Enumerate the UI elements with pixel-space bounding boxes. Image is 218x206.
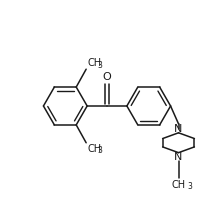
Text: N: N bbox=[174, 152, 183, 162]
Text: N: N bbox=[174, 124, 183, 134]
Text: CH: CH bbox=[87, 144, 101, 154]
Text: CH: CH bbox=[87, 58, 101, 68]
Text: 3: 3 bbox=[97, 61, 102, 70]
Text: 3: 3 bbox=[97, 146, 102, 155]
Text: CH: CH bbox=[172, 180, 186, 191]
Text: 3: 3 bbox=[187, 183, 192, 191]
Text: O: O bbox=[103, 72, 111, 82]
